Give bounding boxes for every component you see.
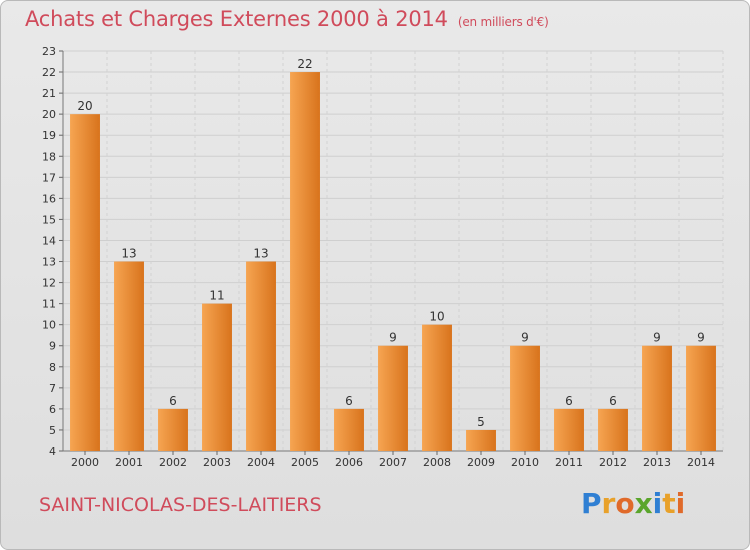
x-tick-label: 2006 (335, 456, 363, 469)
bar (334, 408, 364, 451)
x-tick-label: 2013 (643, 456, 671, 469)
y-tick-labels: 4 5 6 7 8 9 10 11 12 13 14 15 16 17 18 19 20 21 22 23 (42, 45, 56, 458)
data-label: 20 (77, 99, 92, 113)
y-tick-label: 11 (42, 298, 56, 311)
x-tick-label: 2003 (203, 456, 231, 469)
y-tick-label: 15 (42, 213, 56, 226)
bar (114, 261, 144, 451)
data-label: 9 (389, 331, 397, 345)
data-label: 6 (169, 394, 177, 408)
x-tick-label: 2010 (511, 456, 539, 469)
x-tick-label: 2009 (467, 456, 495, 469)
y-tick-label: 5 (49, 424, 56, 437)
bar (642, 345, 672, 451)
x-tick-labels: 2000 2001 2002 2003 2004 2005 2006 2007 2008 2009… (71, 456, 715, 469)
bar (554, 408, 584, 451)
commune-name: SAINT-NICOLAS-DES-LAITIERS (39, 494, 322, 516)
bar (422, 324, 452, 451)
data-label: 22 (297, 57, 312, 71)
x-tick-label: 2005 (291, 456, 319, 469)
brand-letter: r (601, 487, 616, 520)
y-tick-label: 21 (42, 87, 56, 100)
data-label: 13 (253, 247, 268, 261)
brand-letter: x (634, 487, 653, 520)
x-tick-label: 2008 (423, 456, 451, 469)
data-label: 6 (609, 394, 617, 408)
brand-letter: o (615, 487, 635, 520)
bar (598, 408, 628, 451)
bars (70, 72, 716, 451)
y-tick-label: 4 (49, 445, 56, 458)
brand-letter: t (662, 487, 676, 520)
y-tick-label: 14 (42, 234, 56, 247)
data-label: 13 (121, 247, 136, 261)
data-label: 10 (429, 310, 444, 324)
y-tick-label: 13 (42, 256, 56, 269)
bar (686, 345, 716, 451)
bar (290, 72, 320, 451)
y-tick-label: 7 (49, 382, 56, 395)
brand-letter: P (581, 487, 602, 520)
x-tick-label: 2004 (247, 456, 275, 469)
data-label: 9 (697, 331, 705, 345)
brand-letter: i (675, 487, 686, 520)
y-tick-label: 12 (42, 277, 56, 290)
y-tick-label: 18 (42, 150, 56, 163)
y-tick-label: 9 (49, 340, 56, 353)
y-tick-label: 16 (42, 192, 56, 205)
value-labels: 20 13 6 11 13 22 6 9 10 5 9 6 6 9 9 (77, 57, 704, 429)
data-label: 9 (521, 331, 529, 345)
y-tick-label: 20 (42, 108, 56, 121)
brand-letter: i (652, 487, 663, 520)
bar (510, 345, 540, 451)
bar (378, 345, 408, 451)
x-tick-label: 2011 (555, 456, 583, 469)
y-tick-label: 23 (42, 45, 56, 58)
x-tick-label: 2014 (687, 456, 715, 469)
chart-unit: (en milliers d'€) (457, 15, 549, 29)
x-tick-label: 2001 (115, 456, 143, 469)
y-tick-label: 8 (49, 361, 56, 374)
bar (466, 429, 496, 451)
x-tick-label: 2002 (159, 456, 187, 469)
x-tick-label: 2007 (379, 456, 407, 469)
y-tick-label: 10 (42, 319, 56, 332)
proxiti-logo: Proxiti (581, 487, 685, 520)
bar (246, 261, 276, 451)
data-label: 6 (565, 394, 573, 408)
data-label: 6 (345, 394, 353, 408)
bar (202, 303, 232, 451)
x-tick-label: 2000 (71, 456, 99, 469)
data-label: 9 (653, 331, 661, 345)
bar (158, 408, 188, 451)
x-tick-label: 2012 (599, 456, 627, 469)
data-label: 5 (477, 415, 485, 429)
y-tick-label: 22 (42, 66, 56, 79)
chart-title-text: Achats et Charges Externes 2000 à 2014 (25, 7, 448, 31)
y-tick-label: 6 (49, 403, 56, 416)
chart-title: Achats et Charges Externes 2000 à 2014 (e… (25, 7, 549, 31)
data-label: 11 (209, 289, 224, 303)
bar (70, 114, 100, 451)
y-tick-label: 17 (42, 171, 56, 184)
y-tick-label: 19 (42, 129, 56, 142)
